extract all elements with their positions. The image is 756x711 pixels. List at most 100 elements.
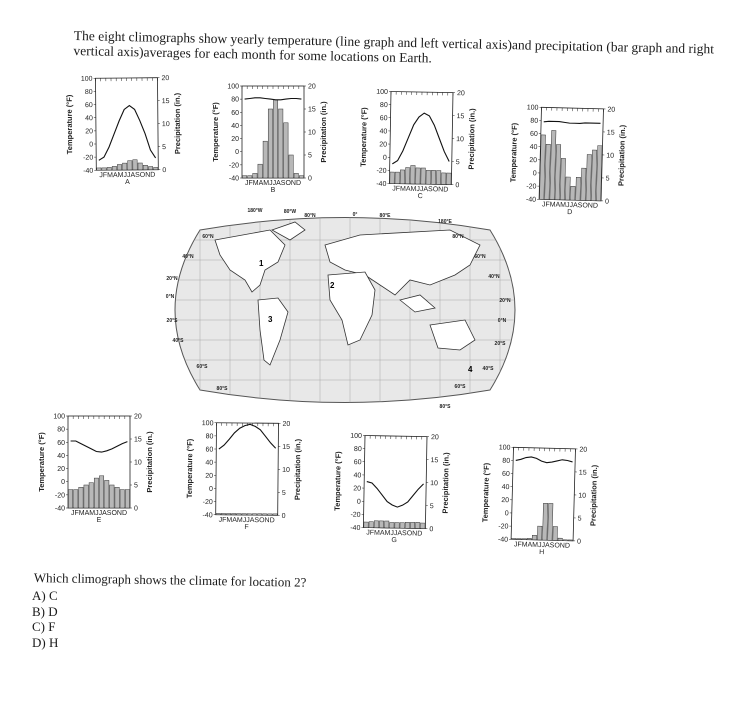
map-left-lat-label: 40°S (173, 338, 185, 344)
precip-bar (236, 513, 242, 516)
temp-tick-label: -40 (498, 536, 508, 543)
precip-tick-label: 5 (606, 175, 610, 182)
temp-tick-label: 100 (350, 433, 362, 440)
precipitation-axis-label: Precipitation (in.) (173, 92, 183, 154)
temp-tick-label: 20 (231, 136, 239, 143)
map-top-label: 180°E (438, 219, 452, 225)
precipitation-axis-label: Precipitation (in.) (467, 108, 477, 170)
climograph-d: 100 80 60 40 20 0 -20 -40 20 15 10 5 0 JFMAMJJASOND D T… (506, 98, 629, 231)
north-america (214, 229, 286, 293)
precip-bar (559, 158, 566, 201)
temp-tick-label: 60 (380, 115, 388, 122)
precip-bar (221, 513, 226, 516)
precip-bar (436, 170, 442, 185)
months-label: JFMAMJJASOND (71, 510, 127, 517)
choice-a[interactable]: A) C (32, 588, 58, 603)
temperature-axis-label: Temperature (°F) (509, 122, 520, 182)
precip-bar (542, 503, 549, 541)
precip-bar (124, 489, 130, 509)
precip-bar (441, 172, 447, 185)
precip-tick-label: 20 (308, 84, 316, 91)
map-right-lat-label: 40°S (483, 366, 495, 372)
climograph-h: 100 80 60 40 20 0 -20 -40 20 15 10 5 0 JFMAMJJASOND H T… (478, 438, 601, 571)
temp-tick-label: 0 (383, 155, 387, 162)
precip-bar (262, 513, 268, 516)
climograph-letter: D (567, 209, 572, 216)
precip-bar (267, 513, 273, 516)
precip-bar (93, 477, 99, 509)
intro-text: The eight climographs show yearly temper… (73, 28, 715, 66)
precip-bar (568, 539, 573, 542)
location-1-label: 1 (259, 259, 264, 268)
map-left-lat-label: 60°N (202, 234, 214, 240)
temp-tick-label: -20 (83, 155, 93, 162)
precip-tick-label: 5 (308, 153, 312, 160)
temp-tick-label: 80 (206, 433, 214, 440)
temp-tick-label: 0 (357, 499, 361, 506)
map-top-label: 0° (353, 212, 358, 218)
precip-bar (132, 159, 138, 171)
map-top-label: 180°W (247, 208, 262, 214)
temperature-axis-label: Temperature (°F) (185, 438, 195, 498)
temp-tick-label: 20 (85, 128, 93, 135)
precip-bar (272, 513, 278, 516)
temp-tick-label: 20 (353, 485, 361, 492)
plot-frame (362, 435, 428, 529)
map-right-lat-label: 60°N (474, 254, 486, 260)
precip-bar (148, 166, 153, 171)
precip-bar (446, 172, 452, 185)
temperature-axis-label: Temperature (°F) (359, 107, 369, 167)
precip-bar (430, 170, 436, 185)
precip-tick-label: 5 (162, 144, 166, 151)
map-top-label: 80°W (284, 209, 297, 215)
climograph-c: 100 80 60 40 20 0 -20 -40 20 15 10 5 0 JFMAMJJASOND C T… (357, 83, 479, 215)
precip-tick-label: 15 (579, 470, 587, 477)
climograph-letter: A (125, 179, 130, 186)
precip-tick-label: 10 (282, 467, 290, 474)
precip-bar (384, 520, 390, 529)
choice-c[interactable]: C) F (32, 619, 56, 634)
temp-tick-label: 80 (57, 427, 65, 434)
precip-bar (389, 171, 395, 184)
precip-bar (273, 99, 279, 179)
precip-tick-label: 20 (431, 434, 439, 441)
temp-tick-label: 0 (209, 486, 213, 493)
temp-tick-label: -40 (350, 525, 360, 532)
precip-tick-label: 0 (455, 182, 459, 189)
temperature-line (392, 112, 450, 165)
precip-bar (298, 175, 304, 179)
map-top-label: 80°N (304, 213, 316, 219)
precip-bar (99, 475, 105, 509)
temp-tick-label: 80 (354, 446, 362, 453)
choice-d[interactable]: D) H (32, 634, 59, 650)
precip-bar (106, 167, 112, 171)
precip-tick-label: 10 (308, 130, 316, 137)
temp-tick-label: 0 (61, 479, 65, 486)
map-bottom-label: 80°S (440, 404, 452, 410)
precip-tick-label: 0 (134, 506, 138, 513)
temp-tick-label: -20 (350, 512, 360, 519)
temperature-line (366, 481, 424, 508)
location-3-label: 3 (268, 315, 273, 324)
temp-tick-label: -20 (55, 492, 65, 499)
precip-bar (96, 167, 102, 171)
precip-bar (404, 522, 410, 529)
climograph-e: 100 80 60 40 20 0 -20 -40 20 15 10 5 0 JFMAMJJASOND E T… (36, 408, 156, 538)
precip-bar (373, 520, 379, 529)
temp-tick-label: 40 (57, 453, 65, 460)
temp-tick-label: 20 (379, 141, 387, 148)
choice-b[interactable]: B) D (32, 603, 58, 619)
temp-tick-label: 100 (227, 84, 239, 91)
precip-bar (288, 154, 294, 179)
precip-tick-label: 10 (456, 136, 464, 143)
precip-bar (565, 176, 571, 201)
precip-bar (368, 521, 374, 528)
climograph-letter: B (271, 187, 276, 194)
africa (327, 271, 376, 346)
precip-tick-label: 20 (579, 447, 587, 454)
precip-bar (247, 175, 253, 179)
months-label: JFMAMJJASOND (542, 201, 598, 209)
plot-frame (241, 85, 305, 179)
